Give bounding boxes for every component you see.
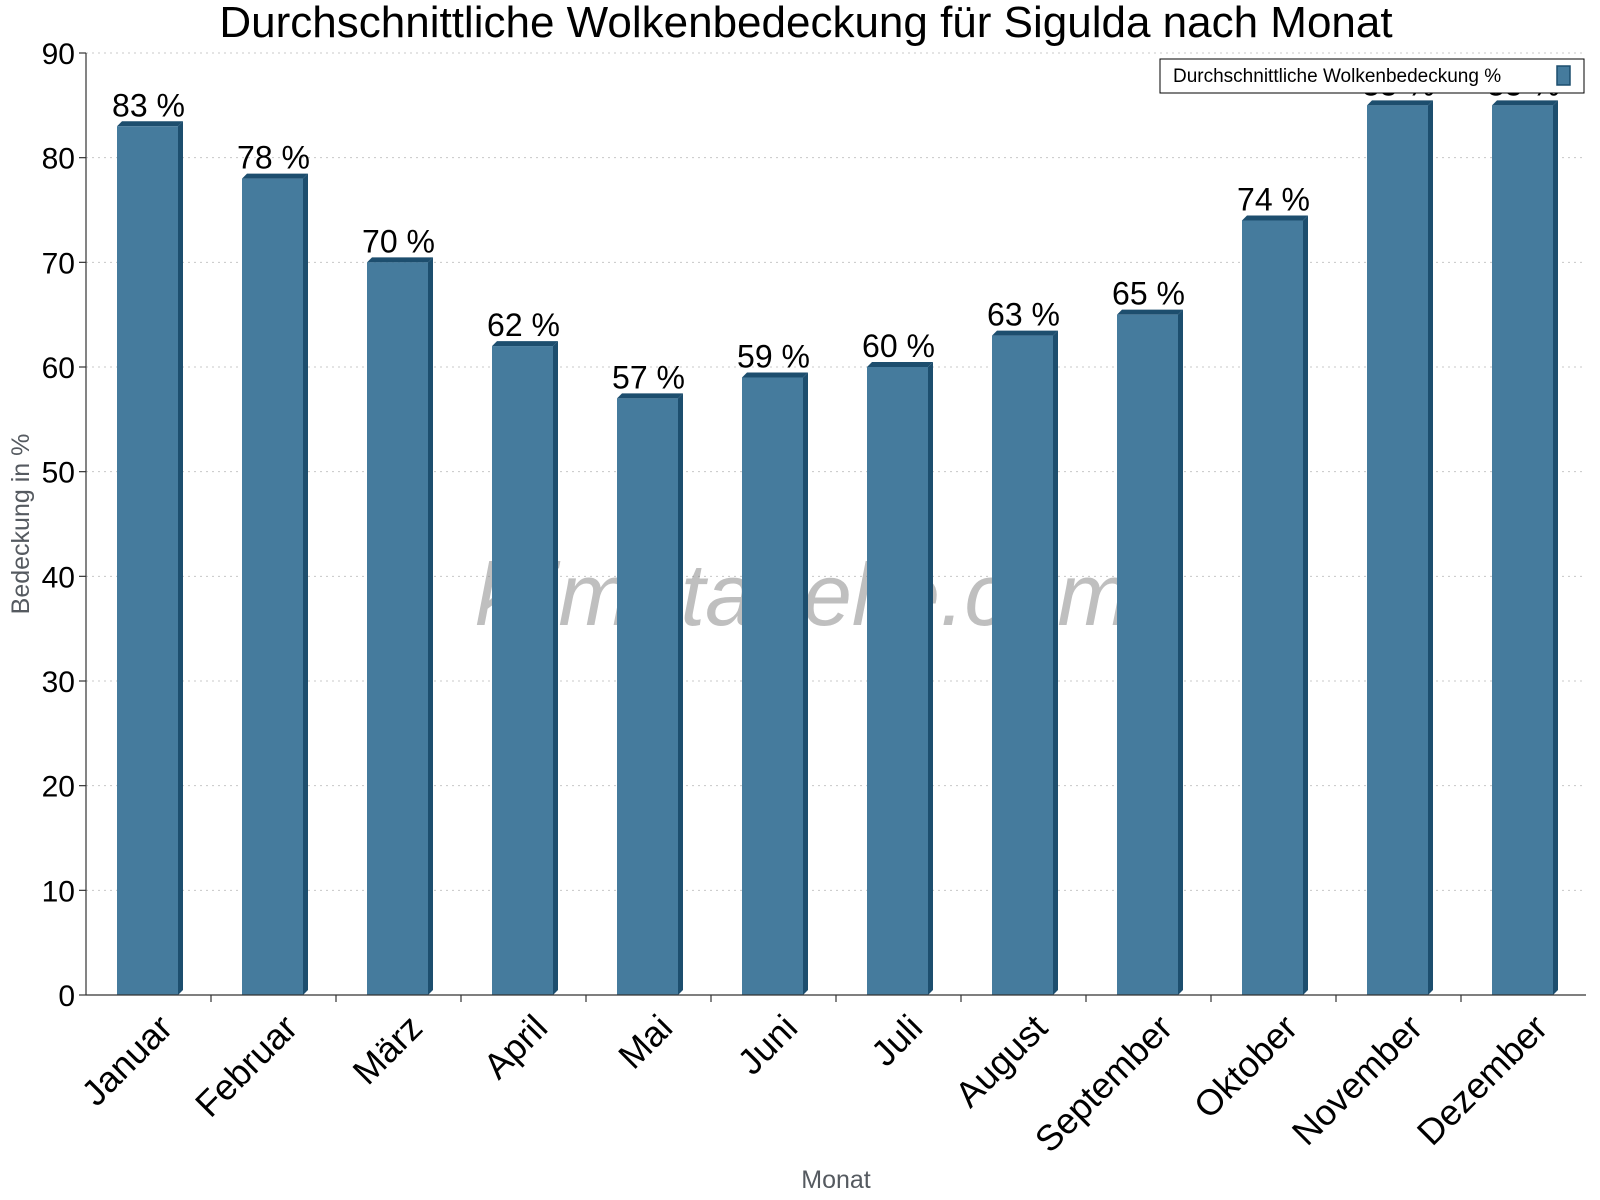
bar-top [1242,215,1308,221]
bar-top [742,372,808,378]
x-tick-label: Oktober [1186,1007,1306,1127]
bar-side [928,362,933,995]
x-axis-ticks: Januar Februar März April Mai Juni Juli AugustS… [73,995,1555,1160]
x-tick-label: April [475,1007,555,1087]
bar [867,362,933,995]
bar-top [492,341,558,347]
y-axis-ticks: 0 10 20 30 40 50 60 70 80 90 [42,38,86,1013]
bar-face [367,262,428,995]
bar-face [1367,105,1428,996]
bar [617,393,683,995]
bar-face [117,126,178,996]
value-label: 57 % [612,359,685,395]
bar-top [867,362,933,367]
bar-face [867,367,928,995]
grid-lines [86,52,1586,891]
bar-side [803,372,808,995]
y-tick-label: 0 [58,980,75,1013]
x-tick-label: September [1027,1007,1181,1161]
y-tick-label: 70 [42,247,75,280]
bar-side [178,121,183,996]
y-tick-label: 60 [42,352,75,385]
bar-face [742,377,803,995]
value-label: 62 % [487,307,560,343]
bar-top [617,393,683,399]
x-tick-label: Juni [729,1007,805,1083]
x-tick-label: November [1284,1007,1430,1153]
x-axis-label: Monat [801,1166,871,1194]
x-tick-label: Juli [863,1007,930,1074]
bar [367,257,433,995]
bar-top [1367,100,1433,106]
bar-top [242,173,308,179]
bar-face [617,398,678,995]
x-tick-label: März [345,1007,431,1093]
y-tick-label: 90 [42,38,75,71]
y-tick-label: 80 [42,143,75,176]
bar-side [303,173,308,996]
legend-label: Durchschnittliche Wolkenbedeckung % [1173,66,1501,87]
bar-top [367,257,433,263]
bar [242,173,308,996]
bar-face [1242,220,1303,995]
legend: Durchschnittliche Wolkenbedeckung % [1159,58,1585,94]
bar [1117,309,1183,996]
y-tick-label: 10 [42,875,75,908]
y-axis-label: Bedeckung in % [7,434,35,615]
y-tick-label: 50 [42,457,75,490]
bar [117,121,183,996]
x-tick-label: Mai [610,1007,680,1077]
chart-title: Durchschnittliche Wolkenbedeckung für Si… [219,0,1392,47]
bar-side [678,393,683,995]
bar-face [1492,105,1553,996]
bar-face [492,346,553,996]
x-tick-label: Januar [73,1007,180,1114]
bar [992,330,1058,996]
bar-side [1178,309,1183,996]
bar-side [1553,100,1558,996]
bar-side [1053,330,1058,996]
bar-side [1303,215,1308,995]
bar [1367,100,1433,996]
bar [742,372,808,995]
bar [1242,215,1308,995]
y-tick-label: 20 [42,771,75,804]
x-tick-label: Februar [187,1007,305,1125]
x-tick-label: August [947,1007,1055,1115]
bar-side [1428,100,1433,996]
value-label: 59 % [737,338,810,374]
bar-top [1117,309,1183,315]
y-tick-label: 40 [42,561,75,594]
bar-face [242,178,303,996]
x-tick-label: Dezember [1409,1007,1555,1153]
value-label: 78 % [237,140,310,176]
y-tick-label: 30 [42,666,75,699]
bar [492,341,558,996]
bar [1492,100,1558,996]
bar-top [992,330,1058,336]
value-label: 65 % [1112,276,1185,312]
value-label: 74 % [1237,181,1310,217]
bar-face [1117,314,1178,996]
bars [117,100,1558,996]
legend-swatch [1556,65,1571,86]
value-label: 60 % [862,328,935,364]
bar-top [117,121,183,127]
value-label: 63 % [987,297,1060,333]
value-labels: 83 % 78 % 70 % 62 % 57 % 59 % 60 % 63 % 65 % 74 %… [112,66,1560,395]
bar-side [553,341,558,996]
axes [85,53,1586,996]
legend-box [1159,58,1585,94]
bar-top [1492,100,1558,106]
bar-side [428,257,433,995]
value-label: 83 % [112,87,185,123]
bar-face [992,335,1053,996]
value-label: 70 % [362,223,435,259]
